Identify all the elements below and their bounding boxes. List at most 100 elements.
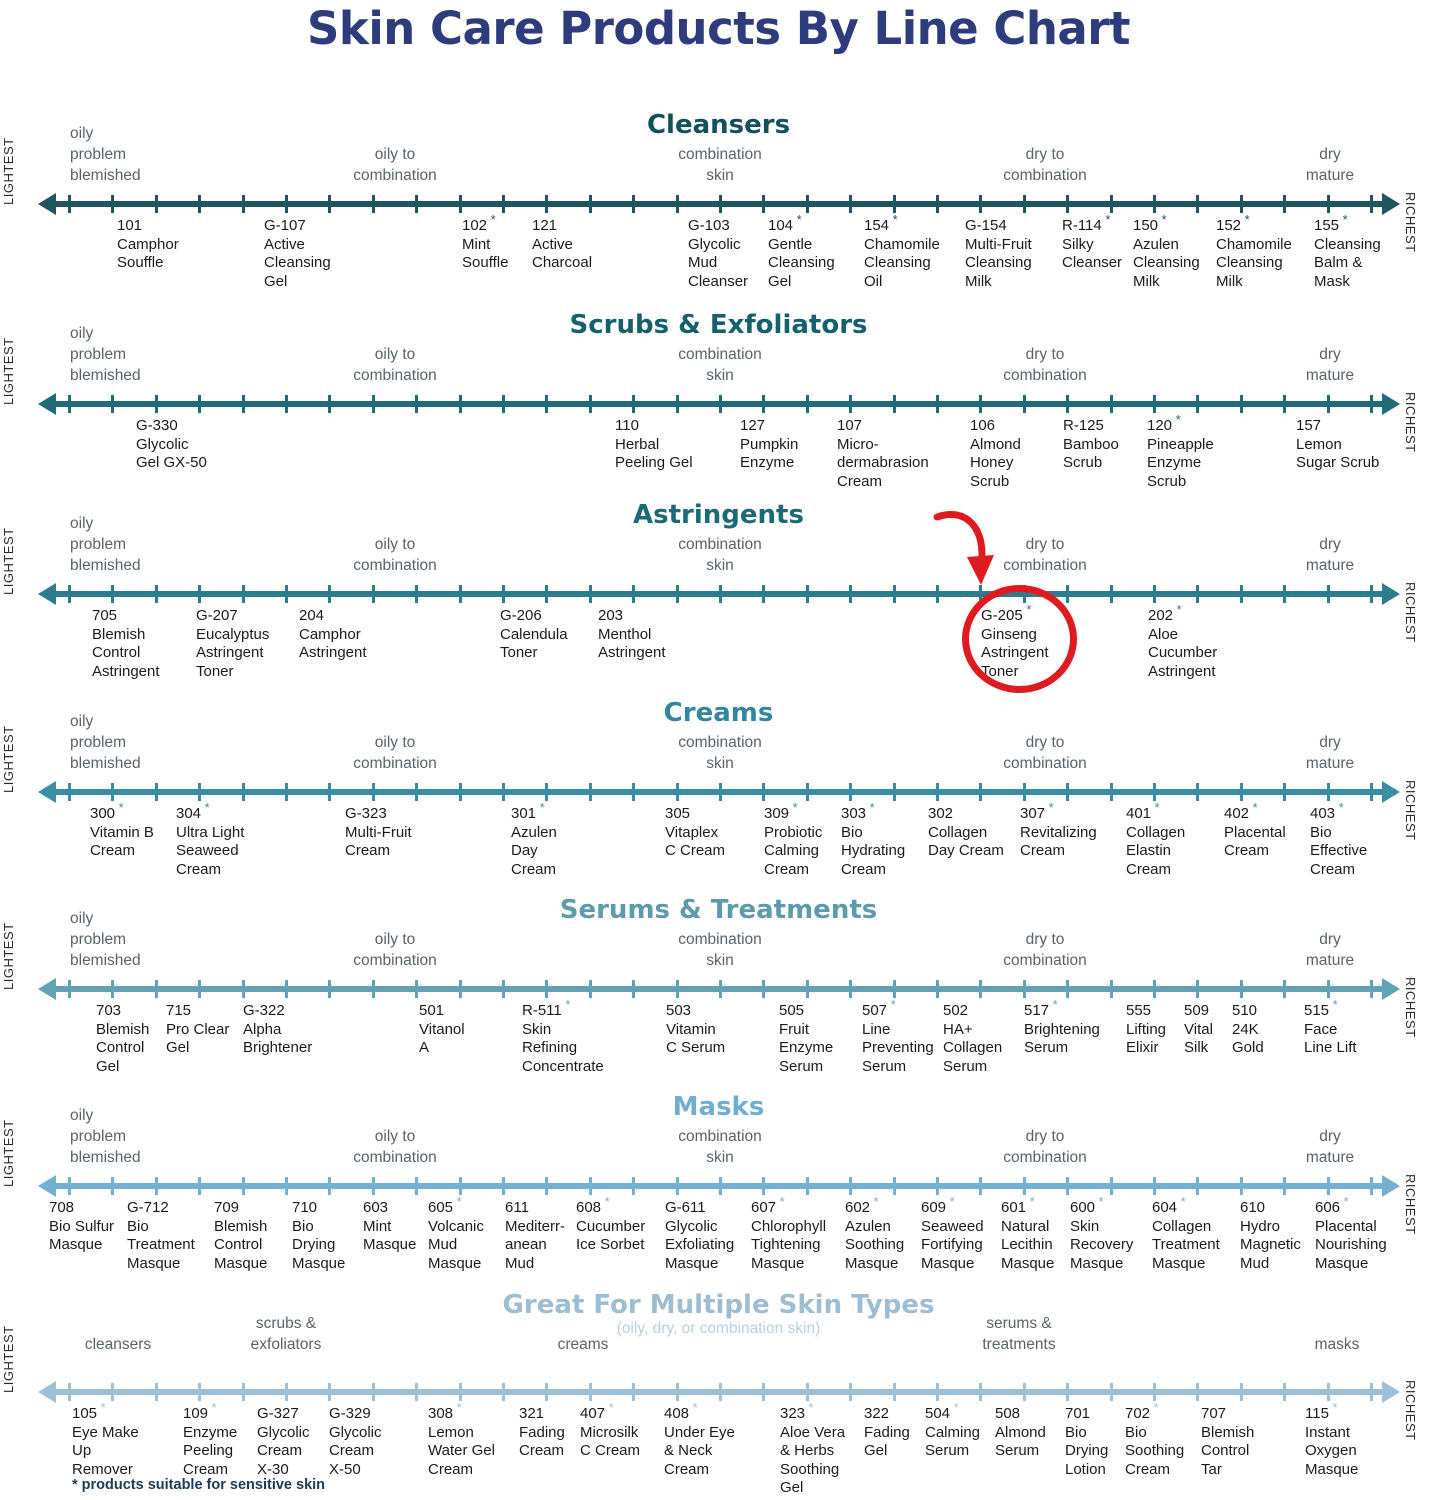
product-item[interactable]: 110 Herbal Peeling Gel (615, 417, 693, 473)
product-item[interactable]: 152 * Chamomile Cleansing Milk (1216, 213, 1292, 291)
product-item[interactable]: 701 Bio Drying Lotion (1065, 1405, 1108, 1479)
product-item[interactable]: 204 Camphor Astringent (299, 607, 367, 663)
product-item[interactable]: 705 Blemish Control Astringent (92, 607, 160, 681)
product-item[interactable]: 102 * Mint Souffle (462, 213, 508, 273)
product-item[interactable]: 603 Mint Masque (363, 1199, 416, 1255)
product-item[interactable]: 107 Micro-dermabrasion Cream (837, 417, 929, 491)
product-item[interactable]: 157 Lemon Sugar Scrub (1296, 417, 1379, 473)
product-name-line: Cream (176, 860, 222, 878)
product-code: 110 (615, 417, 639, 434)
product-item[interactable]: 507 * Line Preventing Serum (862, 998, 934, 1076)
product-item[interactable]: 604 * Collagen Treatment Masque (1152, 1195, 1220, 1273)
product-code-line: G-206 (500, 607, 568, 626)
zone-label-line: exfoliators (250, 1336, 322, 1353)
product-item[interactable]: 154 * Chamomile Cleansing Oil (864, 213, 940, 291)
product-item[interactable]: 104 * Gentle Cleansing Gel (768, 213, 835, 291)
product-item[interactable]: 120 * Pineapple Enzyme Scrub (1147, 413, 1214, 491)
product-item[interactable]: G-323 Multi-Fruit Cream (345, 805, 412, 861)
product-item[interactable]: G-103 Glycolic Mud Cleanser (688, 217, 748, 291)
product-item[interactable]: R-114 * Silky Cleanser (1062, 213, 1122, 273)
zone-label-scrubs-4: dry mature (1255, 344, 1405, 386)
product-item[interactable]: 517 * Brightening Serum (1024, 998, 1100, 1058)
product-code: 105 (72, 1405, 98, 1422)
product-item[interactable]: 501 Vitanol A (419, 1002, 465, 1058)
product-item[interactable]: G-205 * Ginseng Astringent Toner (981, 603, 1049, 681)
product-item[interactable]: 308 * Lemon Water Gel Cream (428, 1401, 495, 1479)
product-item[interactable]: 605 * Volcanic Mud Masque (428, 1195, 484, 1273)
product-item[interactable]: 115 * Instant Oxygen Masque (1305, 1401, 1358, 1479)
product-item[interactable]: 710 Bio Drying Masque (292, 1199, 345, 1273)
product-item[interactable]: 403 * Bio Effective Cream (1310, 801, 1367, 879)
product-item[interactable]: 555 Lifting Elixir (1126, 1002, 1166, 1058)
product-item[interactable]: 709 Blemish Control Masque (214, 1199, 267, 1273)
zone-label-creams-3: dry to combination (970, 732, 1120, 774)
product-item[interactable]: 707 Blemish Control Tar (1201, 1405, 1254, 1479)
product-item[interactable]: 305 Vitaplex C Cream (665, 805, 725, 861)
product-item[interactable]: 611 Mediterr-anean Mud (505, 1199, 565, 1273)
product-item[interactable]: G-330 Glycolic Gel GX-50 (136, 417, 207, 473)
product-code-line: G-330 (136, 417, 207, 436)
product-item[interactable]: 307 * Revitalizing Cream (1020, 801, 1097, 861)
product-item[interactable]: 408 * Under Eye & Neck Cream (664, 1401, 735, 1479)
product-item[interactable]: 504 * Calming Serum (925, 1401, 980, 1461)
product-item[interactable]: 106 Almond Honey Scrub (970, 417, 1021, 491)
product-item[interactable]: 608 * Cucumber Ice Sorbet (576, 1195, 645, 1255)
product-name-line: Lemon (1296, 435, 1342, 453)
product-item[interactable]: 302 Collagen Day Cream (928, 805, 1004, 861)
product-item[interactable]: 600 * Skin Recovery Masque (1070, 1195, 1133, 1273)
zone-label-line: mature (1305, 167, 1355, 184)
product-item[interactable]: 708 Bio Sulfur Masque (49, 1199, 114, 1255)
product-item[interactable]: 155 * Cleansing Balm & Mask (1314, 213, 1381, 291)
product-item[interactable]: 127 Pumpkin Enzyme (740, 417, 798, 473)
product-item[interactable]: 505 Fruit Enzyme Serum (779, 1002, 833, 1076)
product-item[interactable]: 301 * Azulen Day Cream (511, 801, 557, 879)
product-item[interactable]: 508 Almond Serum (995, 1405, 1046, 1461)
product-item[interactable]: 401 * Collagen Elastin Cream (1126, 801, 1185, 879)
product-item[interactable]: G-712 Bio Treatment Masque (127, 1199, 195, 1273)
product-item[interactable]: 503 Vitamin C Serum (666, 1002, 725, 1058)
product-item[interactable]: G-329 Glycolic Cream X-50 (329, 1405, 382, 1479)
product-item[interactable]: 715 Pro Clear Gel (166, 1002, 229, 1058)
product-item[interactable]: 323 * Aloe Vera & Herbs Soothing Gel (780, 1401, 845, 1498)
product-item[interactable]: 322 Fading Gel (864, 1405, 910, 1461)
product-item[interactable]: 321 Fading Cream (519, 1405, 565, 1461)
product-item[interactable]: 105 * Eye Make Up Remover (72, 1401, 139, 1479)
product-item[interactable]: 607 * Chlorophyll Tightening Masque (751, 1195, 826, 1273)
product-item[interactable]: G-327 Glycolic Cream X-30 (257, 1405, 310, 1479)
product-item[interactable]: G-207 Eucalyptus Astringent Toner (196, 607, 269, 681)
product-item[interactable]: 300 * Vitamin B Cream (90, 801, 154, 861)
product-item[interactable]: 203 Menthol Astringent (598, 607, 666, 663)
product-item[interactable]: 515 * Face Line Lift (1304, 998, 1357, 1058)
product-item[interactable]: 101 Camphor Souffle (117, 217, 179, 273)
product-item[interactable]: G-154 Multi-Fruit Cleansing Milk (965, 217, 1032, 291)
product-item[interactable]: 703 Blemish Control Gel (96, 1002, 149, 1076)
product-item[interactable]: 502 HA+ Collagen Serum (943, 1002, 1002, 1076)
product-name-line: Refining (522, 1039, 578, 1056)
product-item[interactable]: G-611 Glycolic Exfoliating Masque (665, 1199, 734, 1273)
product-item[interactable]: G-206 Calendula Toner (500, 607, 568, 663)
product-item[interactable]: 601 * Natural Lecithin Masque (1001, 1195, 1054, 1273)
product-item[interactable]: R-125 Bamboo Scrub (1063, 417, 1119, 473)
product-item[interactable]: 109 * Enzyme Peeling Cream (183, 1401, 237, 1479)
product-item[interactable]: 510 24K Gold (1232, 1002, 1264, 1058)
product-item[interactable]: 702 * Bio Soothing Cream (1125, 1401, 1184, 1479)
product-item[interactable]: 407 * Microsilk C Cream (580, 1401, 640, 1461)
product-item[interactable]: G-107 Active Cleansing Gel (264, 217, 331, 291)
product-item[interactable]: G-322 Alpha Brightener (243, 1002, 312, 1058)
product-item[interactable]: 606 * Placental Nourishing Masque (1315, 1195, 1387, 1273)
product-item[interactable]: 150 * Azulen Cleansing Milk (1133, 213, 1200, 291)
product-item[interactable]: 303 * Bio Hydrating Cream (841, 801, 905, 879)
product-item[interactable]: 121 Active Charcoal (532, 217, 592, 273)
product-item[interactable]: 309 * Probiotic Calming Cream (764, 801, 822, 879)
axis-tick (936, 195, 939, 213)
product-name-line: Exfoliating (665, 1236, 735, 1253)
product-item[interactable]: R-511 * Skin Refining Concentrate (522, 998, 604, 1076)
product-item[interactable]: 602 * Azulen Soothing Masque (845, 1195, 904, 1273)
product-item[interactable]: 202 * Aloe Cucumber Astringent (1148, 603, 1217, 681)
product-item[interactable]: 402 * Placental Cream (1224, 801, 1286, 861)
product-item[interactable]: 609 * Seaweed Fortifying Masque (921, 1195, 984, 1273)
product-item[interactable]: 304 * Ultra Light Seaweed Cream (176, 801, 244, 879)
product-name-line: Hydro (1240, 1217, 1281, 1235)
product-item[interactable]: 509 Vital Silk (1184, 1002, 1213, 1058)
product-item[interactable]: 610 Hydro Magnetic Mud (1240, 1199, 1301, 1273)
